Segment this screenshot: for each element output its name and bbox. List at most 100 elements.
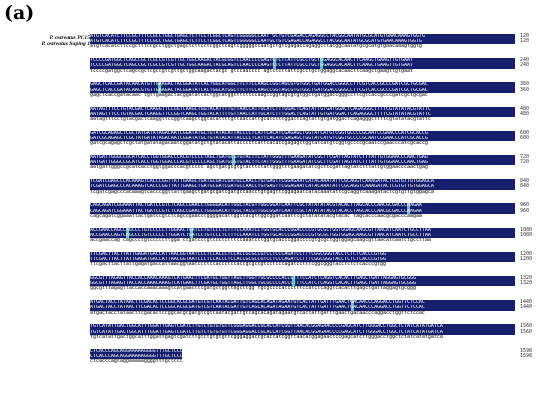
sequence-row-1: ATGTCACATCTTCCGCTTTCCGCCTGGCTGAGCTCTTCCT… bbox=[90, 34, 425, 39]
mismatch-marker bbox=[231, 155, 235, 166]
identity-bar-top bbox=[90, 106, 515, 112]
position-number-1: 1440 bbox=[520, 299, 533, 306]
position-number-1: 1560 bbox=[520, 323, 533, 330]
position-number-2: 1200 bbox=[520, 255, 533, 262]
position-number-1: 960 bbox=[520, 202, 530, 209]
consensus-row: aatgattgggccgcatcacctggtggacccacgtcccc a… bbox=[90, 165, 428, 171]
position-number-1: 480 bbox=[520, 105, 530, 112]
sequence-row-2: GAGCTCACCGATACAACGTGTTGAAGACTACGGATATCAC… bbox=[90, 87, 428, 93]
position-number-2: 1440 bbox=[520, 304, 533, 311]
identity-bar-top bbox=[90, 155, 515, 161]
position-number-1: 1598 bbox=[520, 347, 533, 354]
sequence-row-1: ATGACTACCTATAACTTCGACACTCCGGCACGCGATGTCG… bbox=[90, 300, 425, 306]
sequence-row-1: ACCGAACCAGCCAGCCCTGTCCCCCTTGGAACTGATCCTG… bbox=[90, 227, 431, 233]
position-number-2: 720 bbox=[520, 159, 530, 166]
identity-bar-top bbox=[90, 227, 515, 233]
identity-bar-bottom bbox=[90, 111, 515, 117]
identity-bar-bottom bbox=[90, 329, 515, 335]
consensus-row: tccccgatggctcagccgctcgccgtcgttgctggcaaga… bbox=[90, 68, 413, 74]
consensus-row: atgactacctataacttcgacactccggcacgcgatgtcg… bbox=[90, 310, 425, 316]
consensus-row: ctcacccagcaggaaaaaggggtttgctcccaaccta bbox=[90, 358, 182, 364]
consensus-row: aatagtttcctgtacgactcaaggttccggtcaagctggt… bbox=[90, 116, 431, 122]
mismatch-marker bbox=[291, 276, 295, 287]
identity-bar-top bbox=[90, 130, 515, 136]
sequence-name-2: P. ostreatus Suping 1 bbox=[41, 41, 90, 47]
sequence-name-1: P. ostreatus PC15 bbox=[49, 35, 90, 41]
identity-bar-top bbox=[90, 348, 182, 354]
identity-bar-bottom bbox=[90, 135, 515, 142]
identity-bar-bottom bbox=[90, 63, 515, 69]
position-number-1: 1200 bbox=[520, 250, 533, 257]
position-number-1: 600 bbox=[520, 129, 530, 136]
mismatch-marker bbox=[319, 58, 323, 69]
position-number-1: 1320 bbox=[520, 275, 533, 281]
consensus-row: gagctcaccgatacaac tgttgaagactacggatatcac… bbox=[90, 92, 428, 98]
identity-bar-top bbox=[90, 251, 515, 257]
sequence-row-2: TGTCATATTGACTGGCATTTGGATTGAGTCGATCTTGTCT… bbox=[90, 329, 443, 335]
identity-bar-top bbox=[90, 203, 515, 209]
position-number-1: 840 bbox=[520, 178, 530, 185]
sequence-row-2: GGCGTTTAGAGTTACCACCAAACAAAGTCATGAACTTCGA… bbox=[90, 281, 416, 287]
position-number-2: 1320 bbox=[520, 280, 533, 287]
position-number-1: 720 bbox=[520, 154, 530, 160]
identity-bar-top bbox=[90, 179, 515, 185]
position-number-2: 600 bbox=[520, 134, 530, 141]
mismatch-marker bbox=[406, 203, 410, 214]
sequence-row-1: GGCGTTTAGAGTTACCACCAAACAAAGTCATGAACTTCGA… bbox=[90, 276, 416, 281]
sequence-row-1: GAGCTCACCGATACAACATGTTGAAGACTACGGATATCAC… bbox=[90, 82, 428, 88]
mismatch-marker bbox=[272, 58, 276, 69]
position-number-2: 1598 bbox=[520, 352, 533, 359]
position-number-2: 840 bbox=[520, 183, 530, 190]
identity-bar-bottom bbox=[90, 184, 515, 190]
consensus-row: gatcgcagagctcgctatgatatagacaatcggatatgct… bbox=[90, 141, 428, 147]
consensus-row: accgaaccag cagccctgtcccccttgga ctgatcctg… bbox=[90, 237, 431, 243]
mismatch-marker bbox=[126, 227, 130, 238]
identity-bar-bottom bbox=[90, 281, 515, 287]
identity-bar-bottom bbox=[90, 208, 515, 214]
sequence-row-1: AATAGTTTCCTGTACGACTCAAGGTTCCGGTCAAGCTGGT… bbox=[90, 106, 431, 112]
position-number-2: 480 bbox=[520, 110, 530, 117]
identity-bar-bottom bbox=[90, 39, 515, 45]
position-number-2: 360 bbox=[520, 86, 530, 93]
sequence-row-1: CTCACCCAGCAGGAAAAAGGGGTTTGCTCCCAACCTA bbox=[90, 348, 182, 354]
mismatch-marker bbox=[351, 300, 355, 311]
panel-label: (a) bbox=[4, 2, 35, 24]
sequence-row-2: AATAGTTTCCTGTACGACTCAAGGTTCCGGTCAAGCTGGT… bbox=[90, 111, 431, 117]
sequence-row-1: CAGCAGATCGGAAATTACTGATCCGTCTCAGCCGAACCTG… bbox=[90, 203, 422, 209]
sequence-row-2: ATGACTACCTATAACTTCGACACTCCGGCACGCGATGTCG… bbox=[90, 305, 425, 311]
sequence-row-1: AATGATTGGGCCGCATCACCTGGTGGACCCACGTCCCCTA… bbox=[90, 155, 428, 160]
position-number-1: 360 bbox=[520, 81, 530, 88]
identity-bar-bottom bbox=[90, 256, 515, 263]
sequence-row-2: ATGTCACATCTTCCGCTTTCCGCCTGGCTGAGCTCTTCCT… bbox=[90, 39, 422, 45]
position-number-1: 240 bbox=[520, 57, 530, 64]
consensus-row: cagcagatcggaaattactgatccgtctcagccgaacctg… bbox=[90, 213, 422, 219]
identity-bar-top bbox=[90, 82, 515, 88]
mismatch-marker bbox=[189, 227, 193, 238]
consensus-row: tgtcatattgactggcatttggattgagtcgatcttgtct… bbox=[90, 334, 443, 340]
sequence-row-2: CAGCAGATCGGAAATTACTGATCCGTCTCAGCCGAACCTG… bbox=[90, 208, 422, 214]
sequence-row-1: GATCGCAGAGCTCGCTATGATATAGACAATCGGATATGCT… bbox=[90, 130, 428, 136]
position-number-2: 120 bbox=[520, 38, 530, 45]
consensus-row: ggcgtttagagttaccaccaaacaaagtcatgaacttcga… bbox=[90, 286, 416, 292]
sequence-row-2: AATGATTGGGCCGCATCACCTGGTGGACCCACGTCCCCCA… bbox=[90, 160, 428, 166]
position-number-2: 1080 bbox=[520, 231, 533, 238]
sequence-row-2: TCCCCGATGGCTCAGCCGCTCGCCGTCGTTGCTGGCAAGA… bbox=[90, 63, 413, 69]
position-number-2: 960 bbox=[520, 207, 530, 214]
sequence-row-2: GATCGCAGAGCTCGCTATGATATAGACAATCGGATATGCT… bbox=[90, 135, 428, 141]
identity-bar-bottom bbox=[90, 232, 515, 238]
sequence-row-2: TTCGACTTACTTATTGAGATGACCATTAACGGTAATCCCT… bbox=[90, 256, 387, 262]
identity-bar-bottom bbox=[90, 353, 182, 359]
sequence-row-1: TCCCCGATGGCTCAGCCGCTCGCCGTCGTTGCTGGCAAGA… bbox=[90, 58, 413, 64]
mismatch-marker bbox=[158, 82, 161, 93]
identity-bar-top bbox=[90, 34, 515, 40]
identity-bar-top bbox=[90, 300, 515, 306]
identity-bar-bottom bbox=[90, 87, 515, 93]
sequence-row-2: CTCACCCAGCAGGAAAAAGGGGTTTGCTCCCAACCTA bbox=[90, 353, 182, 359]
position-number-1: 120 bbox=[520, 33, 530, 39]
sequence-row-1: TGTCATATTGACTGGCATTTGGATTGAGTCGATCTTGTCT… bbox=[90, 324, 443, 330]
sequence-row-1: TCGATCGAGCCCACAAAGTCACCCGGTTATTGAAGCTGAT… bbox=[90, 179, 434, 185]
position-number-2: 240 bbox=[520, 62, 530, 69]
sequence-row-1: TTCGACTTACTTATTGAGATGACCATTAACGGTAATCCCT… bbox=[90, 251, 387, 257]
identity-bar-bottom bbox=[90, 160, 515, 166]
